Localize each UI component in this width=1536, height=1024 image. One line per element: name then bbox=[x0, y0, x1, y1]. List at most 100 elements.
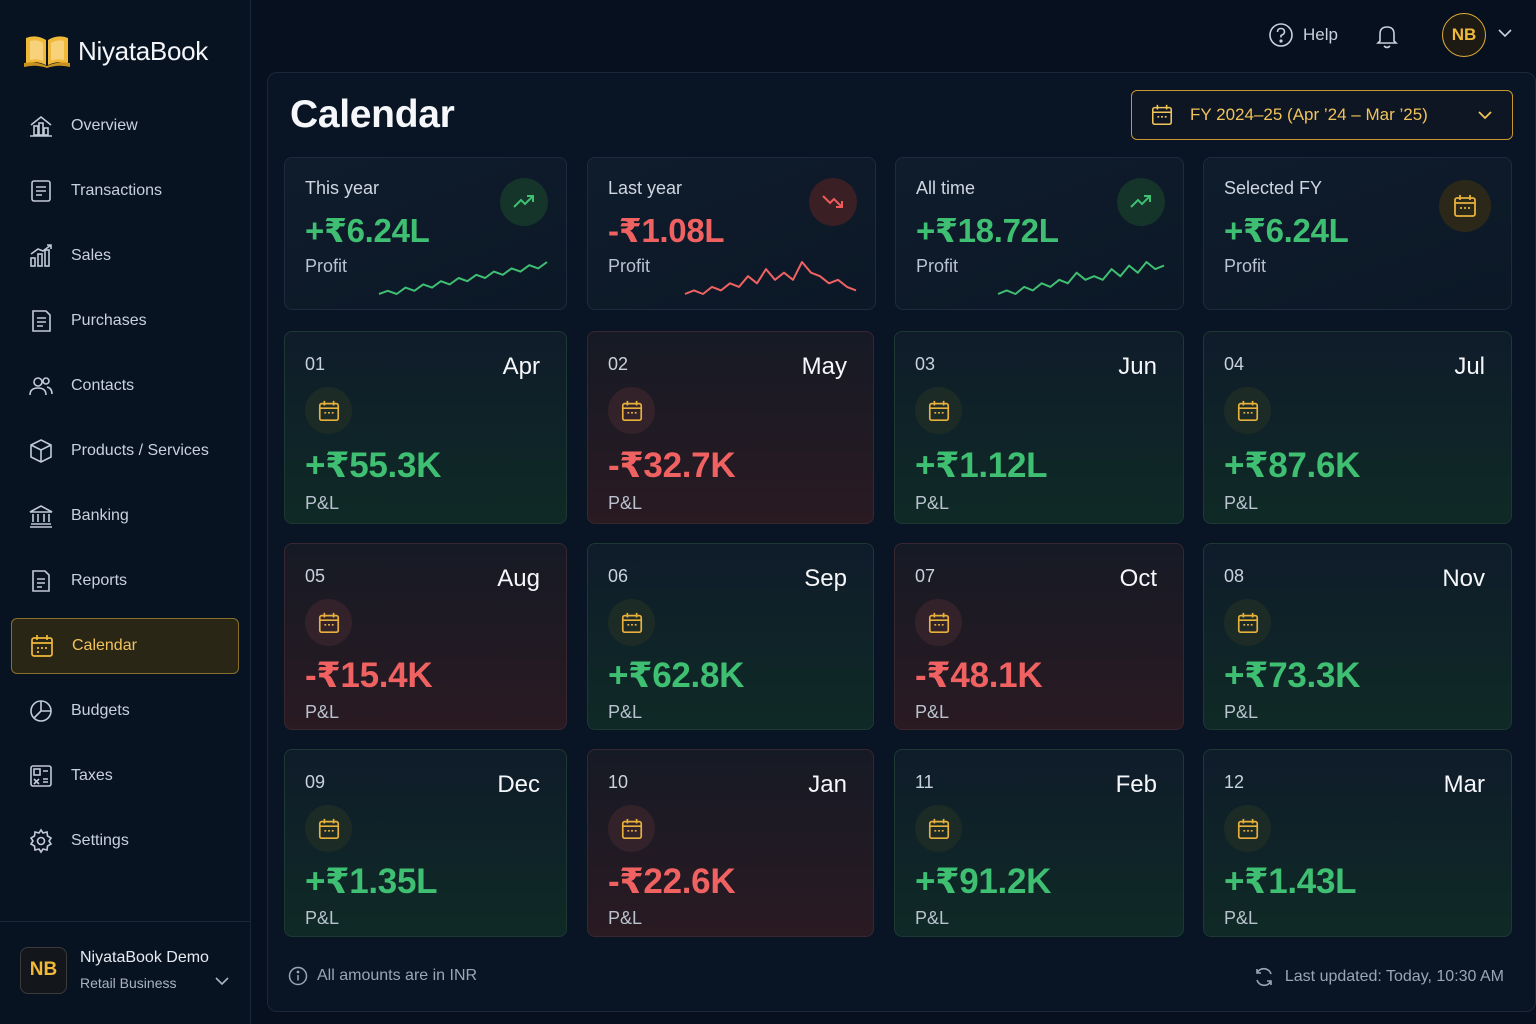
summary-sub: Profit bbox=[916, 256, 959, 276]
trend-down-icon bbox=[809, 178, 857, 226]
account-avatar: NB bbox=[20, 946, 67, 994]
brand-logo[interactable]: NiyataBook bbox=[24, 33, 208, 69]
sidebar-item-products[interactable]: Products / Services bbox=[11, 423, 239, 479]
refresh-icon[interactable] bbox=[1253, 966, 1275, 988]
account-switcher[interactable]: NB NiyataBook Demo Retail Business bbox=[20, 945, 232, 995]
month-number: 08 bbox=[1224, 566, 1245, 586]
month-name: Jun bbox=[1118, 353, 1157, 380]
month-pnl-label: P&L bbox=[915, 908, 950, 928]
month-number: 04 bbox=[1224, 354, 1245, 374]
sparkline-path bbox=[997, 261, 1165, 295]
trend-up-icon bbox=[500, 178, 548, 226]
month-name: Sep bbox=[804, 565, 847, 592]
sidebar-item-calendar[interactable]: Calendar bbox=[11, 618, 239, 674]
month-card-mar[interactable]: 12 Mar +₹1.43L P&L bbox=[1203, 749, 1512, 937]
month-card-nov[interactable]: 08 Nov +₹73.3K P&L bbox=[1203, 543, 1512, 730]
sparkline bbox=[378, 261, 548, 295]
month-pnl-value: -₹48.1K bbox=[915, 656, 1043, 695]
month-pnl-value: +₹1.43L bbox=[1224, 862, 1357, 901]
summary-label: This year bbox=[305, 178, 380, 198]
month-card-apr[interactable]: 01 Apr +₹55.3K P&L bbox=[284, 331, 567, 524]
sales-chart-icon bbox=[28, 243, 54, 269]
month-card-dec[interactable]: 09 Dec +₹1.35L P&L bbox=[284, 749, 567, 937]
month-card-aug[interactable]: 05 Aug -₹15.4K P&L bbox=[284, 543, 567, 730]
month-name: Nov bbox=[1442, 565, 1485, 592]
month-pnl-label: P&L bbox=[1224, 493, 1259, 513]
sidebar-item-contacts[interactable]: Contacts bbox=[11, 358, 239, 414]
calendar-icon bbox=[608, 805, 655, 852]
month-pnl-label: P&L bbox=[608, 493, 643, 513]
summary-sub: Profit bbox=[305, 256, 348, 276]
month-card-jan[interactable]: 10 Jan -₹22.6K P&L bbox=[587, 749, 874, 937]
user-avatar[interactable]: NB bbox=[1442, 13, 1486, 57]
sparkline bbox=[997, 261, 1165, 295]
help-label: Help bbox=[1303, 25, 1338, 44]
page-title: Calendar bbox=[290, 93, 455, 136]
month-pnl-label: P&L bbox=[608, 908, 643, 928]
month-pnl-label: P&L bbox=[305, 493, 340, 513]
month-name: Apr bbox=[502, 353, 540, 380]
month-card-sep[interactable]: 06 Sep +₹62.8K P&L bbox=[587, 543, 874, 730]
month-card-jun[interactable]: 03 Jun +₹1.12L P&L bbox=[894, 331, 1184, 524]
bank-icon bbox=[28, 503, 54, 529]
sidebar-item-budgets[interactable]: Budgets bbox=[11, 683, 239, 739]
month-name: Dec bbox=[497, 771, 540, 798]
month-card-may[interactable]: 02 May -₹32.7K P&L bbox=[587, 331, 874, 524]
sidebar-item-label: Taxes bbox=[71, 767, 113, 784]
month-number: 02 bbox=[608, 354, 629, 374]
sidebar-item-overview[interactable]: Overview bbox=[11, 98, 239, 154]
calendar-icon bbox=[608, 387, 655, 434]
overview-icon bbox=[28, 113, 54, 139]
sidebar-item-banking[interactable]: Banking bbox=[11, 488, 239, 544]
chevron-down-icon[interactable] bbox=[214, 976, 230, 986]
month-pnl-value: +₹1.35L bbox=[305, 862, 438, 901]
last-updated: Last updated: Today, 10:30 AM bbox=[1253, 966, 1504, 988]
month-pnl-value: +₹87.6K bbox=[1224, 446, 1361, 485]
month-name: Feb bbox=[1115, 771, 1157, 798]
month-number: 11 bbox=[915, 772, 934, 792]
gear-icon bbox=[28, 828, 54, 854]
currency-note: All amounts are in INR bbox=[288, 966, 477, 986]
month-card-jul[interactable]: 04 Jul +₹87.6K P&L bbox=[1203, 331, 1512, 524]
month-pnl-value: +₹62.8K bbox=[608, 656, 745, 695]
sidebar-item-label: Transactions bbox=[71, 182, 162, 199]
summary-card-all-time[interactable]: All time +₹18.72L Profit bbox=[895, 157, 1184, 310]
sidebar-item-sales[interactable]: Sales bbox=[11, 228, 239, 284]
summary-value: +₹18.72L bbox=[916, 212, 1059, 249]
sidebar-item-reports[interactable]: Reports bbox=[11, 553, 239, 609]
calendar-icon bbox=[1150, 103, 1174, 127]
calendar-icon bbox=[915, 805, 962, 852]
sidebar-item-purchases[interactable]: Purchases bbox=[11, 293, 239, 349]
notifications-button[interactable] bbox=[1373, 22, 1401, 50]
sidebar-item-transactions[interactable]: Transactions bbox=[11, 163, 239, 219]
summary-card-this-year[interactable]: This year +₹6.24L Profit bbox=[284, 157, 567, 310]
fiscal-year-select[interactable]: FY 2024–25 (Apr ’24 – Mar ’25) bbox=[1131, 90, 1513, 140]
month-pnl-value: +₹55.3K bbox=[305, 446, 442, 485]
month-name: Jan bbox=[808, 771, 847, 798]
calendar-icon bbox=[1439, 180, 1491, 232]
calendar-icon bbox=[305, 387, 352, 434]
summary-card-last-year[interactable]: Last year -₹1.08L Profit bbox=[587, 157, 876, 310]
sidebar-item-label: Purchases bbox=[71, 312, 147, 329]
reports-icon bbox=[28, 568, 54, 594]
sidebar-item-label: Contacts bbox=[71, 377, 135, 394]
brand-name: NiyataBook bbox=[78, 35, 208, 66]
help-icon bbox=[1268, 22, 1294, 48]
month-card-oct[interactable]: 07 Oct -₹48.1K P&L bbox=[894, 543, 1184, 730]
sidebar-item-taxes[interactable]: Taxes bbox=[11, 748, 239, 804]
month-pnl-label: P&L bbox=[1224, 908, 1259, 928]
help-button[interactable]: Help bbox=[1268, 22, 1338, 48]
summary-sub: Profit bbox=[608, 256, 651, 276]
sparkline-path bbox=[684, 261, 857, 295]
sidebar-item-settings[interactable]: Settings bbox=[11, 813, 239, 869]
last-updated-text: Last updated: Today, 10:30 AM bbox=[1284, 968, 1504, 985]
month-card-feb[interactable]: 11 Feb +₹91.2K P&L bbox=[894, 749, 1184, 937]
month-pnl-value: +₹73.3K bbox=[1224, 656, 1361, 695]
sidebar-item-label: Budgets bbox=[71, 702, 130, 719]
sparkline bbox=[684, 261, 857, 295]
info-icon bbox=[288, 966, 308, 986]
summary-card-selected-fy[interactable]: Selected FY +₹6.24L Profit bbox=[1203, 157, 1512, 310]
chevron-down-icon[interactable] bbox=[1497, 28, 1513, 38]
book-logo-icon bbox=[24, 33, 70, 69]
month-pnl-label: P&L bbox=[305, 908, 340, 928]
